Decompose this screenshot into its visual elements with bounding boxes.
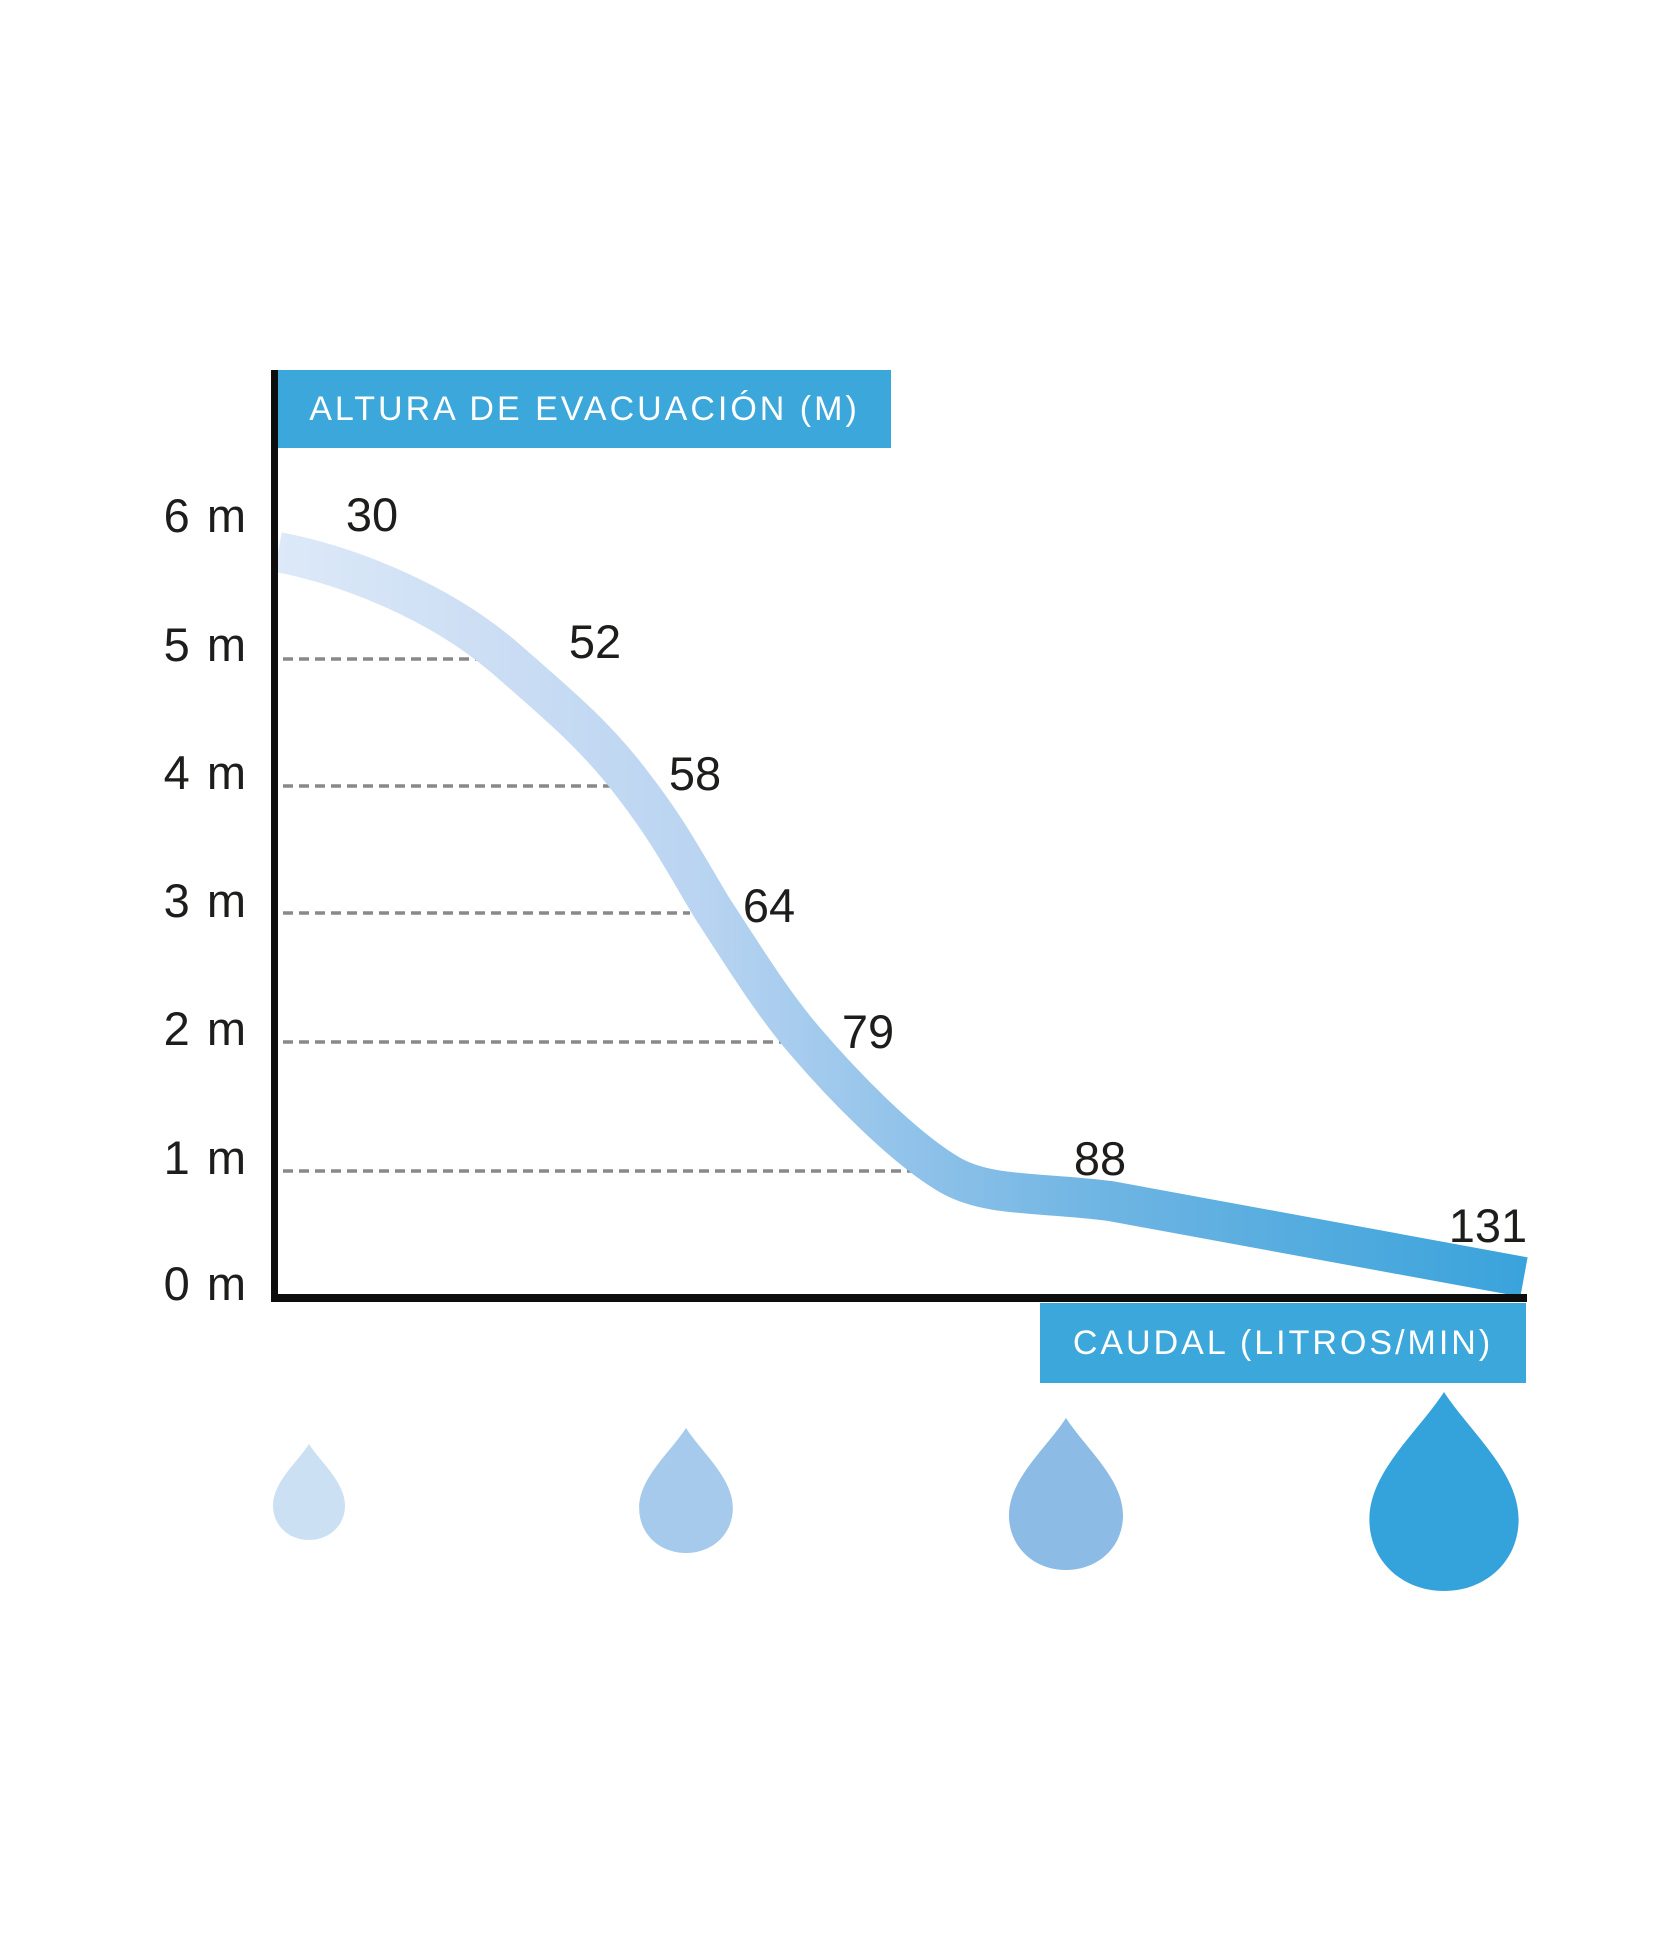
evacuation-curve (274, 532, 1528, 1297)
data-point-label-52: 52 (568, 615, 622, 668)
water-drops-group (273, 1392, 1519, 1591)
y-tick-label-3m: 3 m (163, 874, 248, 927)
data-point-label-58: 58 (668, 747, 722, 800)
water-drop-icon-3 (1009, 1418, 1123, 1570)
y-axis-title: ALTURA DE EVACUACIÓN (M) (309, 389, 860, 428)
y-tick-label-0m: 0 m (163, 1257, 248, 1310)
y-axis-title-box: ALTURA DE EVACUACIÓN (M) (278, 370, 891, 448)
water-drop-icon-2 (639, 1428, 733, 1553)
x-axis-line (271, 1294, 1527, 1302)
y-tick-label-5m: 5 m (163, 618, 248, 671)
data-point-label-88: 88 (1073, 1132, 1127, 1185)
y-tick-label-6m: 6 m (163, 489, 248, 542)
x-axis-title-box: CAUDAL (LITROS/MIN) (1040, 1303, 1526, 1383)
gridlines-group (283, 657, 947, 1173)
y-axis-line (271, 370, 278, 1302)
y-tick-label-1m: 1 m (163, 1131, 248, 1184)
y-tick-label-4m: 4 m (163, 746, 248, 799)
y-tick-label-2m: 2 m (163, 1002, 248, 1055)
data-point-label-64: 64 (742, 879, 796, 932)
data-point-label-79: 79 (841, 1005, 895, 1058)
data-point-label-131: 131 (1448, 1199, 1528, 1252)
data-point-label-30: 30 (345, 488, 399, 541)
water-drop-icon-4 (1369, 1392, 1519, 1591)
water-drop-icon-1 (273, 1444, 345, 1540)
x-axis-title: CAUDAL (LITROS/MIN) (1072, 1323, 1494, 1362)
